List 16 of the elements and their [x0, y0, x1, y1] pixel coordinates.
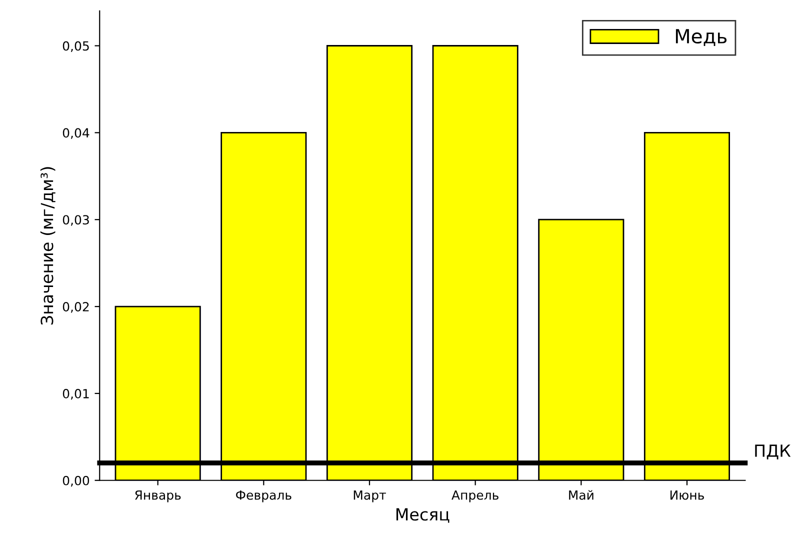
y-axis-title: Значение (мг/дм³) [40, 167, 56, 325]
x-tick-label: Март [354, 490, 386, 502]
ref-line-label: ПДК [755, 444, 791, 460]
y-tick-label: 0,03 [62, 215, 89, 226]
y-tick-label: 0,02 [62, 302, 89, 313]
y-tick-label: 0,05 [62, 41, 89, 52]
x-tick-label: Апрель [452, 490, 498, 502]
y-tick-label: 0,04 [62, 128, 90, 139]
x-tick-label: Май [569, 490, 594, 500]
y-tick-label: 0,00 [62, 476, 90, 487]
x-tick-label: Июнь [670, 490, 704, 500]
x-tick-label: Февраль [236, 490, 292, 502]
x-axis-title: Месяц [396, 508, 450, 523]
x-tick-label: Январь [135, 490, 181, 502]
y-tick-label: 0,01 [62, 388, 89, 400]
legend-label: Медь [676, 29, 727, 46]
